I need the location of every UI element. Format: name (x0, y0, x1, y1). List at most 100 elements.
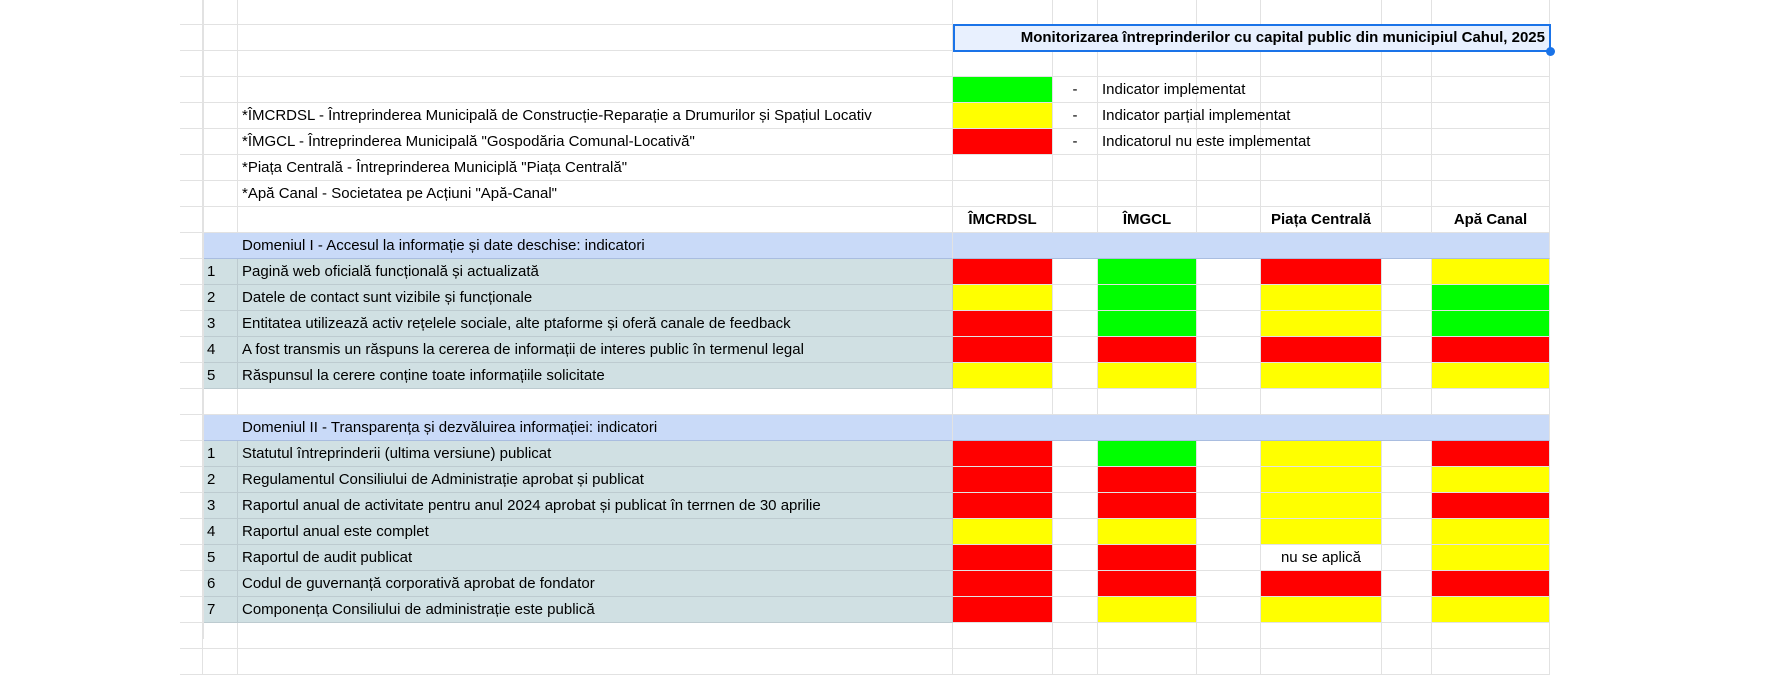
empty-cell[interactable] (953, 0, 1053, 25)
margin-cell[interactable] (180, 181, 203, 207)
empty-cell[interactable] (1197, 597, 1261, 623)
margin-cell[interactable] (180, 363, 203, 389)
legend-dash[interactable]: - (1053, 77, 1098, 103)
fill-handle[interactable] (1546, 47, 1555, 56)
status-cell-red[interactable] (1432, 441, 1550, 467)
margin-cell[interactable] (180, 597, 203, 623)
indicator-label[interactable]: Regulamentul Consiliului de Administrați… (238, 467, 953, 493)
margin-cell[interactable] (180, 623, 203, 649)
column-header[interactable]: Piața Centrală (1261, 207, 1382, 233)
status-cell-red[interactable] (1098, 337, 1197, 363)
status-cell-red[interactable] (1098, 545, 1197, 571)
empty-cell[interactable] (1382, 207, 1432, 233)
indicator-number[interactable]: 5 (203, 363, 238, 389)
empty-cell[interactable] (1197, 545, 1261, 571)
status-cell-note[interactable]: nu se aplică (1261, 545, 1382, 571)
empty-cell[interactable] (1432, 623, 1550, 649)
margin-cell[interactable] (180, 259, 203, 285)
indicator-label[interactable]: Componența Consiliului de administrație … (238, 597, 953, 623)
empty-cell[interactable] (1197, 363, 1261, 389)
status-cell-red[interactable] (1261, 337, 1382, 363)
empty-cell[interactable] (203, 207, 238, 233)
empty-cell[interactable] (1382, 0, 1432, 25)
indicator-number[interactable]: 6 (203, 571, 238, 597)
status-cell-yellow[interactable] (1432, 545, 1550, 571)
empty-cell[interactable] (1197, 311, 1261, 337)
empty-cell[interactable] (1432, 389, 1550, 415)
empty-cell[interactable] (1053, 51, 1098, 77)
margin-cell[interactable] (180, 649, 203, 675)
empty-cell[interactable] (203, 181, 238, 207)
empty-cell[interactable] (1382, 519, 1432, 545)
empty-cell[interactable] (1197, 649, 1261, 675)
empty-cell[interactable] (1053, 337, 1098, 363)
margin-cell[interactable] (180, 467, 203, 493)
column-header[interactable]: ÎMGCL (1098, 207, 1197, 233)
status-cell-yellow[interactable] (1261, 363, 1382, 389)
abbreviation-note[interactable]: *ÎMGCL - Întreprinderea Municipală "Gosp… (238, 129, 953, 155)
empty-cell[interactable] (238, 25, 953, 51)
margin-cell[interactable] (180, 129, 203, 155)
empty-cell[interactable] (238, 0, 953, 25)
status-cell-yellow[interactable] (1098, 363, 1197, 389)
empty-cell[interactable] (953, 649, 1053, 675)
empty-cell[interactable] (1053, 207, 1098, 233)
margin-cell[interactable] (180, 415, 203, 441)
margin-cell[interactable] (180, 493, 203, 519)
status-cell-yellow[interactable] (1261, 311, 1382, 337)
empty-cell[interactable] (1197, 623, 1261, 649)
empty-cell[interactable] (238, 51, 953, 77)
empty-cell[interactable] (1197, 207, 1261, 233)
legend-dash[interactable]: - (1053, 103, 1098, 129)
indicator-label[interactable]: Pagină web oficială funcțională și actua… (238, 259, 953, 285)
empty-cell[interactable] (1382, 545, 1432, 571)
status-cell-yellow[interactable] (1261, 285, 1382, 311)
status-cell-yellow[interactable] (1432, 519, 1550, 545)
empty-cell[interactable] (238, 389, 953, 415)
legend-text[interactable]: Indicatorul nu este implementat (1098, 129, 1550, 155)
status-cell-red[interactable] (1261, 259, 1382, 285)
empty-cell[interactable] (953, 389, 1053, 415)
empty-cell[interactable] (1053, 0, 1098, 25)
margin-cell[interactable] (180, 77, 203, 103)
empty-cell[interactable] (203, 389, 238, 415)
indicator-label[interactable]: Statutul întreprinderii (ultima versiune… (238, 441, 953, 467)
empty-cell[interactable] (1382, 311, 1432, 337)
empty-cell[interactable] (1053, 467, 1098, 493)
empty-cell[interactable] (203, 25, 238, 51)
empty-cell[interactable] (1053, 285, 1098, 311)
margin-cell[interactable] (180, 0, 203, 25)
status-cell-yellow[interactable] (1261, 493, 1382, 519)
indicator-number[interactable]: 2 (203, 285, 238, 311)
empty-cell[interactable] (1197, 181, 1261, 207)
status-cell-green[interactable] (1432, 311, 1550, 337)
indicator-label[interactable]: Raportul anual este complet (238, 519, 953, 545)
margin-cell[interactable] (180, 545, 203, 571)
status-cell-red[interactable] (953, 441, 1053, 467)
margin-cell[interactable] (180, 571, 203, 597)
empty-cell[interactable] (1197, 51, 1261, 77)
empty-cell[interactable] (1053, 649, 1098, 675)
domain-title[interactable]: Domeniul I - Accesul la informație și da… (238, 233, 953, 259)
empty-cell[interactable] (1197, 285, 1261, 311)
empty-cell[interactable] (953, 623, 1053, 649)
empty-cell[interactable] (1053, 623, 1098, 649)
empty-cell[interactable] (1382, 51, 1432, 77)
status-cell-red[interactable] (1432, 337, 1550, 363)
empty-cell[interactable] (1382, 649, 1432, 675)
empty-cell[interactable] (1382, 285, 1432, 311)
empty-cell[interactable] (1197, 155, 1261, 181)
empty-cell[interactable] (1197, 389, 1261, 415)
indicator-label[interactable]: Datele de contact sunt vizibile și funcț… (238, 285, 953, 311)
empty-cell[interactable] (1382, 571, 1432, 597)
status-cell-red[interactable] (953, 311, 1053, 337)
status-cell-red[interactable] (953, 259, 1053, 285)
empty-cell[interactable] (1382, 441, 1432, 467)
empty-cell[interactable] (1261, 649, 1382, 675)
empty-cell[interactable] (1261, 181, 1382, 207)
domain-title[interactable]: Domeniul II - Transparența și dezvăluire… (238, 415, 953, 441)
abbreviation-note[interactable]: *Piața Centrală - Întreprinderea Municip… (238, 155, 953, 181)
empty-cell[interactable] (1053, 311, 1098, 337)
status-cell-yellow[interactable] (1261, 467, 1382, 493)
empty-cell[interactable] (1197, 493, 1261, 519)
